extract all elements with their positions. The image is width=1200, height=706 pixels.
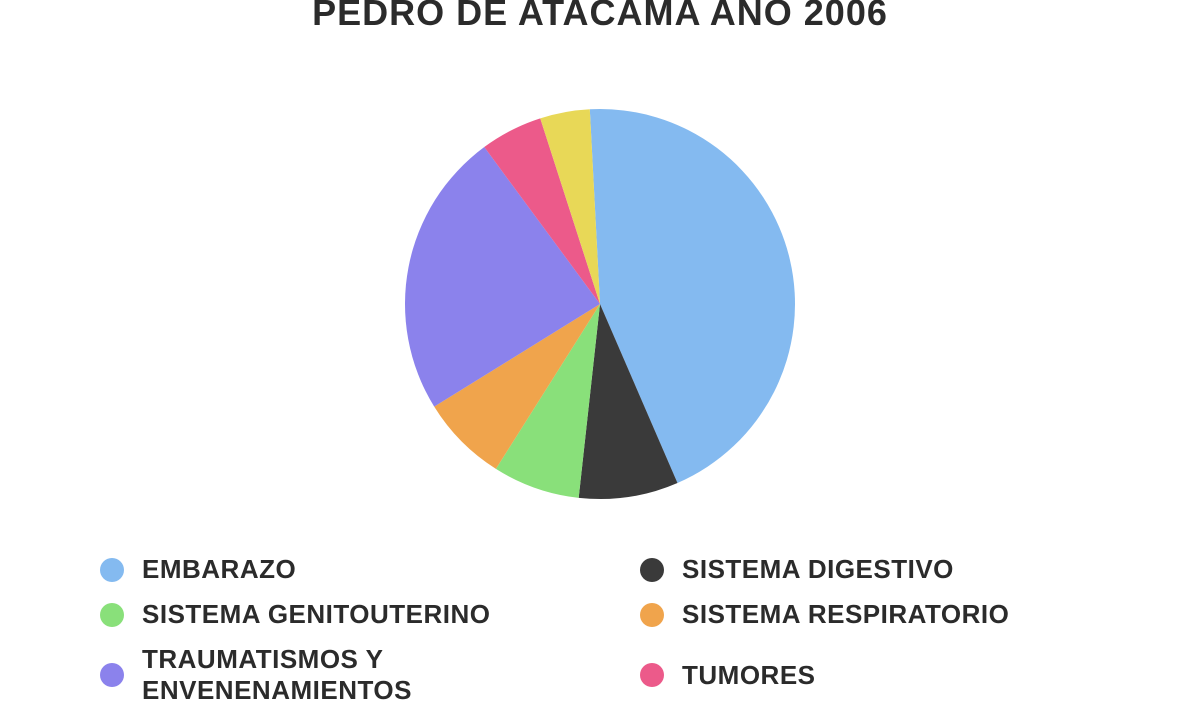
legend-label: EMBARAZO [142, 554, 296, 585]
legend-dot-icon [100, 603, 124, 627]
pie-chart [400, 104, 800, 504]
legend-label: SISTEMA DIGESTIVO [682, 554, 954, 585]
legend-dot-icon [100, 558, 124, 582]
pie-chart-wrap [400, 104, 800, 504]
legend-item: TRAUMATISMOS Y ENVENENAMIENTOS [100, 644, 640, 706]
legend-dot-icon [640, 663, 664, 687]
legend-dot-icon [640, 558, 664, 582]
legend-item: SISTEMA GENITOUTERINO [100, 599, 640, 630]
legend-item: EMBARAZO [100, 554, 640, 585]
legend-dot-icon [100, 663, 124, 687]
legend-item: TUMORES [640, 644, 1180, 706]
legend-dot-icon [640, 603, 664, 627]
chart-container: PEDRO DE ATACAMA AÑO 2006 EMBARAZO SISTEM… [0, 0, 1200, 640]
legend-item: SISTEMA DIGESTIVO [640, 554, 1180, 585]
legend-label: TRAUMATISMOS Y ENVENENAMIENTOS [142, 644, 640, 706]
legend-item: SISTEMA RESPIRATORIO [640, 599, 1180, 630]
legend-label: SISTEMA GENITOUTERINO [142, 599, 491, 630]
legend: EMBARAZO SISTEMA DIGESTIVO SISTEMA GENITOU… [20, 554, 1180, 706]
chart-title: PEDRO DE ATACAMA AÑO 2006 [312, 0, 888, 34]
legend-label: SISTEMA RESPIRATORIO [682, 599, 1009, 630]
legend-label: TUMORES [682, 660, 816, 691]
